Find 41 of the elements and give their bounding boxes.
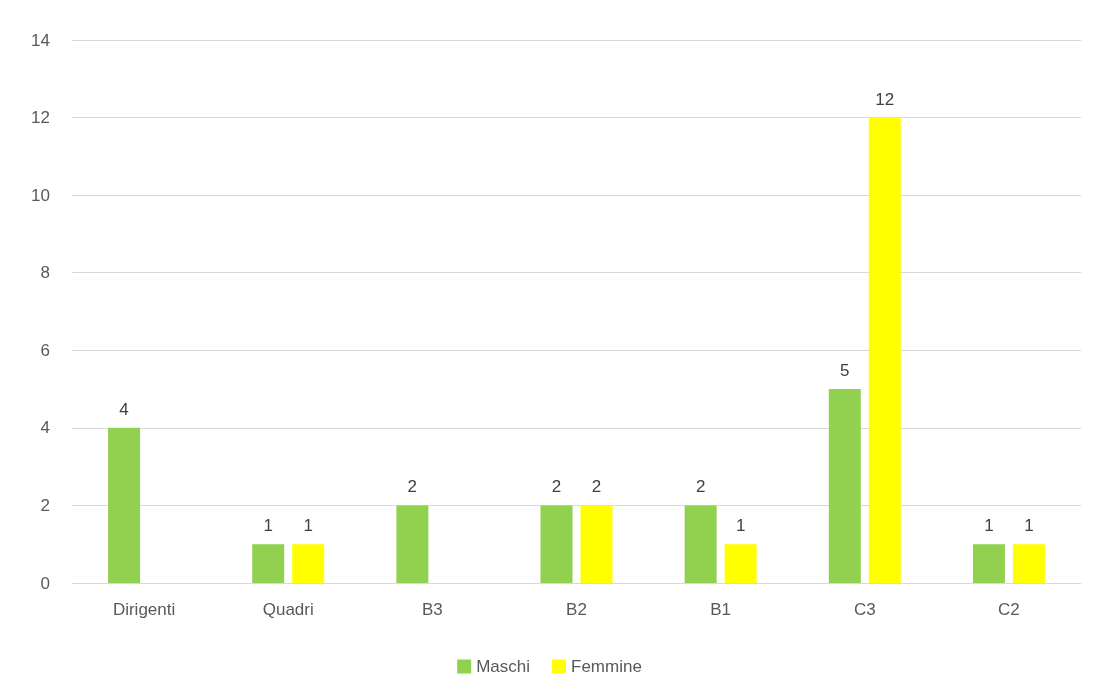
x-tick-label: C2	[998, 600, 1020, 619]
bar	[684, 505, 717, 583]
x-tick-label: C3	[853, 600, 876, 619]
data-label: 1	[263, 516, 273, 536]
y-tick-label: 6	[40, 340, 50, 360]
bar	[292, 544, 325, 583]
x-tick-label: Dirigenti	[112, 600, 176, 619]
bar	[1012, 544, 1045, 583]
x-tick-label: B1	[710, 600, 732, 619]
y-tick-label: 4	[40, 418, 50, 438]
bar	[580, 505, 613, 583]
y-tick-label: 10	[31, 185, 50, 205]
bar	[252, 544, 285, 583]
data-label: 5	[840, 361, 850, 381]
y-tick-label: 14	[31, 30, 50, 50]
x-tick-label: Quadri	[262, 600, 314, 619]
bar	[828, 389, 861, 583]
data-label: 1	[303, 516, 313, 536]
y-tick-label: 8	[40, 263, 50, 283]
y-tick-label: 2	[40, 495, 50, 515]
legend-label: Femmine	[571, 657, 642, 676]
data-label: 1	[984, 516, 994, 536]
data-label: 4	[119, 399, 129, 419]
data-label: 2	[551, 477, 562, 497]
data-label: 1	[735, 516, 746, 536]
x-tick-label: B3	[421, 600, 443, 619]
bar	[540, 505, 573, 583]
y-tick-label: 12	[31, 108, 50, 128]
data-label: 2	[695, 477, 706, 497]
bar	[972, 544, 1005, 583]
data-label: 2	[407, 477, 418, 497]
bar	[868, 117, 901, 583]
legend-label: Maschi	[476, 657, 531, 676]
x-tick-label: B2	[566, 600, 587, 619]
data-label: 1	[1024, 516, 1034, 536]
y-tick-label: 0	[40, 573, 50, 593]
data-label: 12	[875, 89, 895, 109]
bar	[396, 505, 429, 583]
data-label: 2	[591, 477, 602, 497]
bar	[724, 544, 757, 583]
bar	[108, 427, 141, 583]
